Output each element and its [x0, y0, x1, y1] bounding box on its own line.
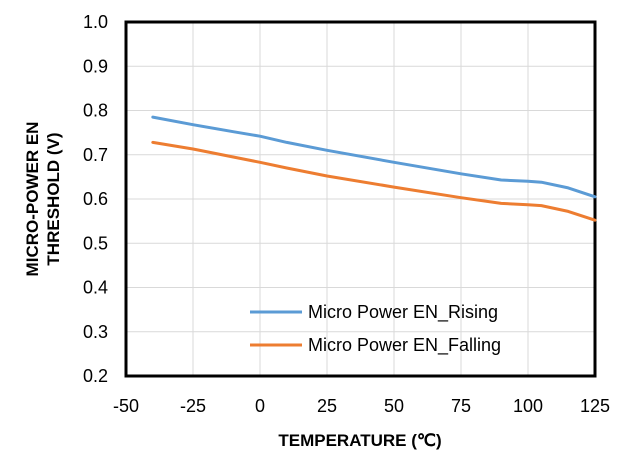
legend-label-rising: Micro Power EN_Rising [308, 302, 498, 323]
y-tick-label: 0.5 [83, 233, 108, 253]
y-axis-title: MICRO-POWER EN THRESHOLD (V) [23, 122, 63, 277]
x-tick-label: -50 [113, 396, 139, 416]
series-line-falling [151, 140, 597, 222]
legend: Micro Power EN_Rising Micro Power EN_Fal… [250, 302, 501, 356]
y-tick-label: 0.4 [83, 278, 108, 298]
x-tick-label: 25 [317, 396, 337, 416]
x-axis-title: TEMPERATURE (℃) [278, 431, 441, 450]
x-tick-label: 75 [451, 396, 471, 416]
y-axis-title-line-1: MICRO-POWER EN [23, 122, 42, 277]
y-tick-label: 1.0 [83, 12, 108, 32]
y-axis-title-line-2: THRESHOLD (V) [44, 132, 63, 265]
series-lines [151, 115, 597, 222]
y-tick-label: 0.3 [83, 322, 108, 342]
y-tick-label: 0.6 [83, 189, 108, 209]
x-tick-label: 0 [255, 396, 265, 416]
y-tick-label: 0.7 [83, 145, 108, 165]
series-line-rising [151, 115, 597, 199]
y-tick-label: 0.8 [83, 101, 108, 121]
x-tick-label: -25 [180, 396, 206, 416]
y-tick-label: 0.9 [83, 56, 108, 76]
legend-label-falling: Micro Power EN_Falling [308, 335, 501, 356]
y-tick-label: 0.2 [83, 366, 108, 386]
x-tick-label: 100 [513, 396, 543, 416]
x-tick-label: 50 [384, 396, 404, 416]
x-tick-labels: -50 -25 0 25 50 75 100 125 [113, 396, 610, 416]
x-tick-label: 125 [580, 396, 610, 416]
plot-frame [124, 20, 597, 378]
y-tick-labels: 0.2 0.3 0.4 0.5 0.6 0.7 0.8 0.9 1.0 [83, 12, 108, 386]
